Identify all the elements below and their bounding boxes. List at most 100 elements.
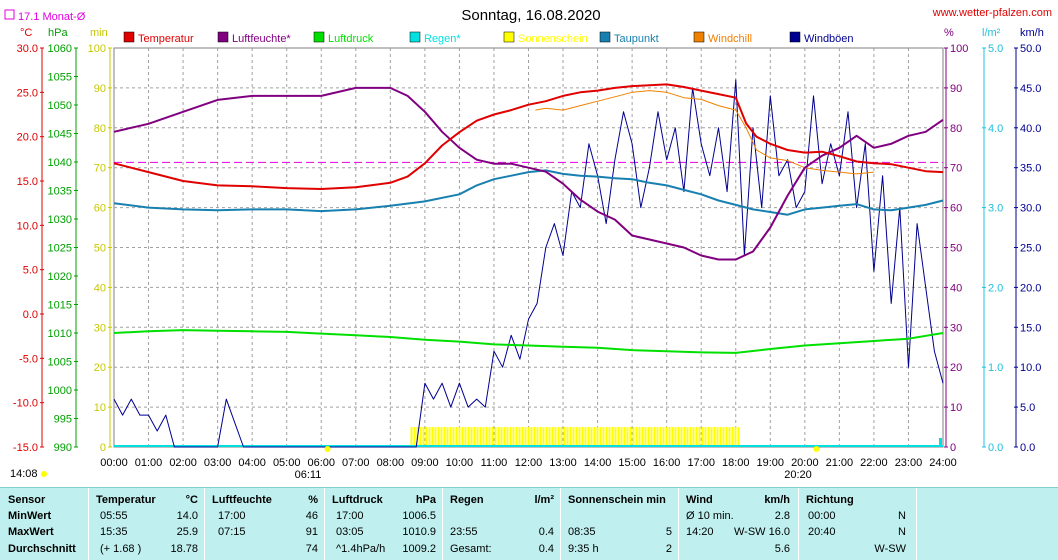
sunshine-bar — [458, 427, 461, 447]
x-tick-label: 20:00 — [791, 457, 819, 469]
sunshine-bar — [575, 427, 578, 447]
header-sonnenschein: Sonnenschein min — [568, 494, 666, 506]
series-windböen — [113, 79, 944, 448]
header-luftfeuchte-unit: % — [308, 494, 318, 506]
sunshine-bar — [680, 427, 683, 447]
x-tick-label: 06:00 — [307, 457, 335, 469]
rain-axis-tick-label: 0.0 — [988, 442, 1003, 454]
sunshine-bar — [587, 427, 590, 447]
wind-axis-tick-label: 40.0 — [1020, 123, 1041, 135]
sunshine-bar — [413, 427, 416, 447]
legend-swatch — [789, 31, 801, 43]
website-label[interactable]: www.wetter-pfalzen.com — [932, 7, 1052, 19]
pressure-axis-tick-label: 990 — [54, 442, 72, 454]
x-tick-label: 22:00 — [860, 457, 888, 469]
x-tick-label: 02:00 — [169, 457, 197, 469]
sunshine-bar — [704, 427, 707, 447]
unit-hpa: hPa — [48, 27, 68, 39]
temp-axis-tick-label: 10.0 — [17, 220, 38, 232]
wind-axis-tick-label: 5.0 — [1020, 402, 1035, 414]
header-luftdruck: Luftdruck — [332, 494, 383, 506]
sunshine-bar — [602, 427, 605, 447]
table-column-divider — [560, 488, 561, 560]
rain-axis-tick-label: 3.0 — [988, 203, 1003, 215]
sunshine-bar — [479, 427, 482, 447]
sunshine-bar — [527, 427, 530, 447]
sunshine-bar — [512, 427, 515, 447]
sunshine-bar — [683, 427, 686, 447]
header-richtung: Richtung — [806, 494, 854, 506]
series-taupunkt — [113, 169, 944, 216]
wind-axis-tick-label: 20.0 — [1020, 282, 1041, 294]
x-tick-label: 12:00 — [515, 457, 543, 469]
sunshine-axis-tick-label: 50 — [94, 243, 106, 255]
sunshine-bar — [695, 427, 698, 447]
humidity-axis-tick-label: 50 — [950, 243, 962, 255]
sunshine-bar — [650, 427, 653, 447]
pressure-axis-tick-label: 1045 — [48, 129, 72, 141]
cell-press-value: 1009.2 — [402, 543, 436, 555]
sunshine-bar — [500, 427, 503, 447]
wind-axis-tick-label: 15.0 — [1020, 322, 1041, 334]
table-column-divider — [678, 488, 679, 560]
sunshine-bar — [551, 427, 554, 447]
sunshine-bar — [626, 427, 629, 447]
x-tick-label: 19:00 — [757, 457, 785, 469]
header-luftdruck-unit: hPa — [415, 494, 436, 506]
month-avg-indicator: 17.1 Monat-Ø — [4, 9, 86, 23]
x-tick-label: 11:00 — [481, 457, 508, 469]
temp-axis-tick-label: 0.0 — [23, 309, 38, 321]
humidity-axis-tick-label: 100 — [950, 43, 968, 55]
pressure-axis-tick-label: 1030 — [48, 214, 72, 226]
cell-temp-value: 18.78 — [170, 543, 198, 555]
sunshine-bar — [629, 427, 632, 447]
sunshine-bar — [653, 427, 656, 447]
sunshine-bar — [641, 427, 644, 447]
humidity-axis-tick-label: 10 — [950, 402, 962, 414]
pressure-axis-tick-label: 1050 — [48, 100, 72, 112]
month-avg-marker-icon — [4, 9, 15, 20]
sunshine-bar — [455, 427, 458, 447]
temp-axis-tick-label: -5.0 — [19, 353, 38, 365]
legend-swatch — [217, 31, 229, 43]
pressure-axis-tick-label: 1015 — [48, 300, 72, 312]
cell-wind-value: 2.8 — [774, 510, 790, 522]
cell-temp-time: (+ 1.68 ) — [100, 543, 142, 555]
sunshine-bar — [509, 427, 512, 447]
sunset-label: 20:20 — [784, 469, 812, 481]
cell-wind-value: W-SW 16.0 — [733, 526, 790, 538]
sunshine-axis-tick-label: 40 — [94, 282, 106, 294]
humidity-axis-tick-label: 20 — [950, 362, 962, 374]
sunshine-bar — [632, 427, 635, 447]
unit-min: min — [90, 27, 108, 39]
header-sensor: Sensor — [8, 494, 46, 506]
sunshine-bar — [464, 427, 467, 447]
sunshine-axis-tick-label: 80 — [94, 123, 106, 135]
sunshine-bar — [614, 427, 617, 447]
sunshine-bar — [452, 427, 455, 447]
cell-dir-value: N — [898, 510, 906, 522]
header-luftfeuchte: Luftfeuchte — [212, 494, 272, 506]
cell-press-time: 17:00 — [336, 510, 364, 522]
sunrise-icon — [324, 446, 331, 452]
legend-label: Windchill — [708, 33, 752, 45]
legend-label: Regen* — [424, 33, 461, 45]
temp-axis-tick-label: 25.0 — [17, 87, 38, 99]
sunshine-bar — [569, 427, 572, 447]
series-temperatur — [113, 83, 944, 190]
sunshine-bar — [419, 427, 422, 447]
cell-sun-value: 2 — [665, 543, 672, 555]
legend-swatch — [599, 31, 611, 43]
sunshine-bar — [437, 427, 440, 447]
sunshine-bar — [554, 427, 557, 447]
cell-rain-time: Gesamt: — [450, 543, 492, 555]
x-tick-label: 23:00 — [895, 457, 923, 469]
cell-dir-time: 20:40 — [808, 526, 836, 538]
cell-rain-value: 0.4 — [538, 543, 554, 555]
sunshine-bar — [521, 427, 524, 447]
sunshine-bar — [488, 427, 491, 447]
sunshine-bar — [491, 427, 494, 447]
sunshine-axis-tick-label: 30 — [94, 322, 106, 334]
header-temperatur: Temperatur — [96, 494, 156, 506]
rain-axis-tick-label: 5.0 — [988, 43, 1003, 55]
